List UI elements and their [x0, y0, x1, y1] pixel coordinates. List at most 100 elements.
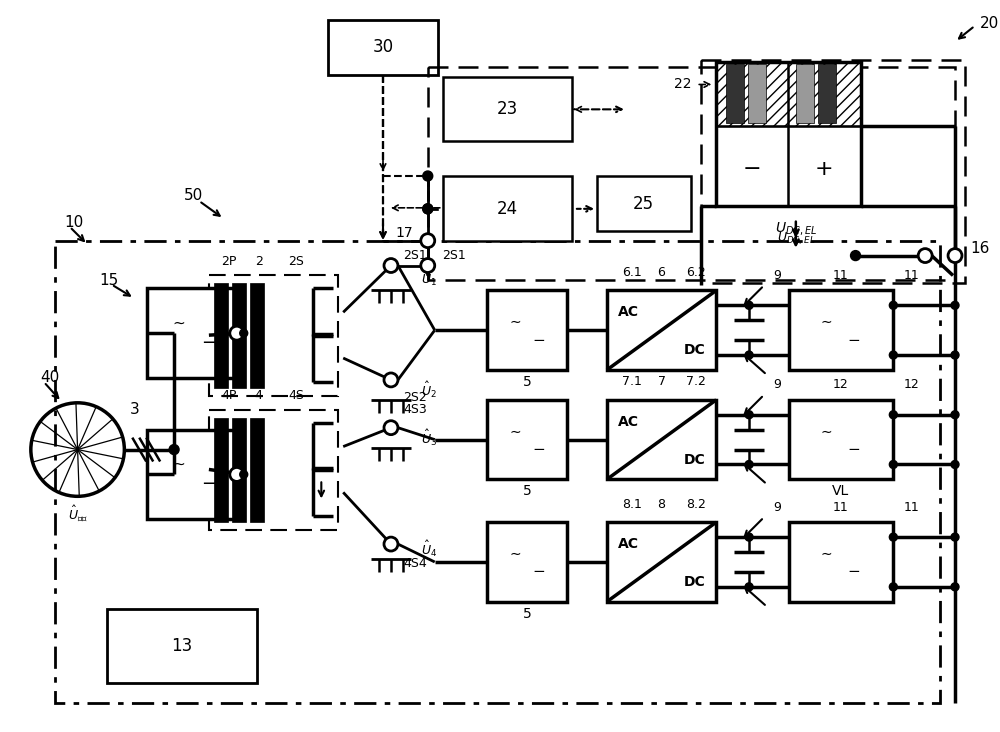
Bar	[607, 522, 716, 602]
Circle shape	[230, 468, 244, 482]
Text: 40: 40	[40, 370, 59, 386]
Bar	[716, 61, 861, 206]
Text: 11: 11	[833, 501, 848, 514]
Text: AC: AC	[618, 305, 639, 319]
Text: 7.1: 7.1	[622, 376, 642, 389]
Text: 2S: 2S	[289, 255, 304, 268]
Text: ∼: ∼	[821, 315, 832, 329]
Circle shape	[384, 258, 398, 272]
Text: +: +	[814, 159, 833, 179]
Text: −: −	[533, 332, 546, 348]
Text: DC: DC	[683, 575, 705, 589]
Circle shape	[745, 583, 753, 591]
Circle shape	[745, 460, 753, 468]
Text: 9: 9	[773, 378, 781, 392]
Text: $U_{DC,EL}$: $U_{DC,EL}$	[775, 220, 817, 237]
Text: 2P: 2P	[221, 255, 236, 268]
Text: 12: 12	[833, 378, 848, 392]
Circle shape	[745, 351, 753, 359]
Text: 9: 9	[773, 269, 781, 282]
Circle shape	[889, 411, 897, 419]
Text: 2S1: 2S1	[442, 249, 465, 262]
Text: −: −	[201, 334, 216, 352]
Bar	[232, 283, 246, 388]
Bar	[818, 64, 836, 123]
Text: 7.2: 7.2	[686, 376, 706, 389]
Circle shape	[851, 250, 861, 261]
Text: 4S3: 4S3	[403, 403, 427, 417]
Text: −: −	[533, 564, 546, 580]
Text: $\hat{U}_1$: $\hat{U}_1$	[421, 267, 437, 288]
Text: AC: AC	[618, 537, 639, 551]
Text: 13: 13	[171, 637, 193, 654]
Bar	[443, 176, 572, 241]
Text: 5: 5	[523, 375, 532, 389]
Bar	[250, 283, 264, 388]
Text: 4S: 4S	[289, 389, 304, 403]
Circle shape	[951, 411, 959, 419]
Circle shape	[240, 329, 248, 337]
Circle shape	[889, 460, 897, 468]
Bar	[487, 522, 567, 602]
Circle shape	[951, 460, 959, 468]
Bar	[607, 400, 716, 479]
Bar	[328, 20, 438, 75]
Circle shape	[951, 533, 959, 541]
Text: 20: 20	[980, 16, 999, 31]
Circle shape	[951, 351, 959, 359]
Text: −: −	[743, 159, 761, 179]
Bar	[107, 609, 257, 684]
Bar	[607, 291, 716, 370]
Circle shape	[423, 203, 433, 214]
Circle shape	[948, 249, 962, 263]
Text: ∼: ∼	[509, 547, 521, 561]
Bar	[209, 275, 338, 396]
Text: 2S2: 2S2	[403, 392, 427, 404]
Bar	[789, 522, 893, 602]
Text: 11: 11	[903, 269, 919, 282]
Text: 22: 22	[674, 78, 691, 92]
Bar	[716, 61, 861, 126]
Bar	[796, 64, 814, 123]
Circle shape	[951, 302, 959, 310]
Circle shape	[384, 537, 398, 551]
Text: −: −	[847, 564, 860, 580]
Text: $\hat{U}_2$: $\hat{U}_2$	[421, 380, 437, 400]
Text: 23: 23	[497, 100, 518, 119]
Text: $\hat{U}_3$: $\hat{U}_3$	[421, 427, 437, 448]
Text: 8.2: 8.2	[686, 498, 706, 511]
Bar	[701, 59, 965, 283]
Text: 9: 9	[773, 501, 781, 514]
Bar	[789, 291, 893, 370]
Text: 2S1: 2S1	[403, 249, 427, 262]
Text: ∼: ∼	[173, 457, 185, 472]
Text: 16: 16	[970, 241, 989, 256]
Circle shape	[421, 234, 435, 247]
Text: AC: AC	[618, 415, 639, 429]
Text: 8.1: 8.1	[622, 498, 642, 511]
Text: 15: 15	[99, 273, 119, 288]
Text: 11: 11	[833, 269, 848, 282]
Bar	[487, 400, 567, 479]
Circle shape	[384, 373, 398, 387]
Circle shape	[240, 471, 248, 479]
Text: 50: 50	[184, 188, 204, 203]
Bar	[214, 283, 228, 388]
Circle shape	[169, 444, 179, 455]
Bar	[214, 418, 228, 522]
Circle shape	[384, 421, 398, 435]
Bar	[250, 418, 264, 522]
Text: ∼: ∼	[821, 425, 832, 438]
Text: −: −	[847, 332, 860, 348]
Bar	[428, 67, 955, 280]
Text: ∼: ∼	[509, 315, 521, 329]
Text: −: −	[847, 442, 860, 457]
Text: $\hat{U}_{电网}$: $\hat{U}_{电网}$	[68, 504, 88, 524]
Text: 25: 25	[633, 195, 654, 213]
Circle shape	[889, 302, 897, 310]
Text: 6: 6	[658, 266, 665, 279]
Circle shape	[745, 302, 753, 310]
Bar	[487, 291, 567, 370]
Text: −: −	[201, 475, 216, 493]
Text: 6.1: 6.1	[622, 266, 642, 279]
